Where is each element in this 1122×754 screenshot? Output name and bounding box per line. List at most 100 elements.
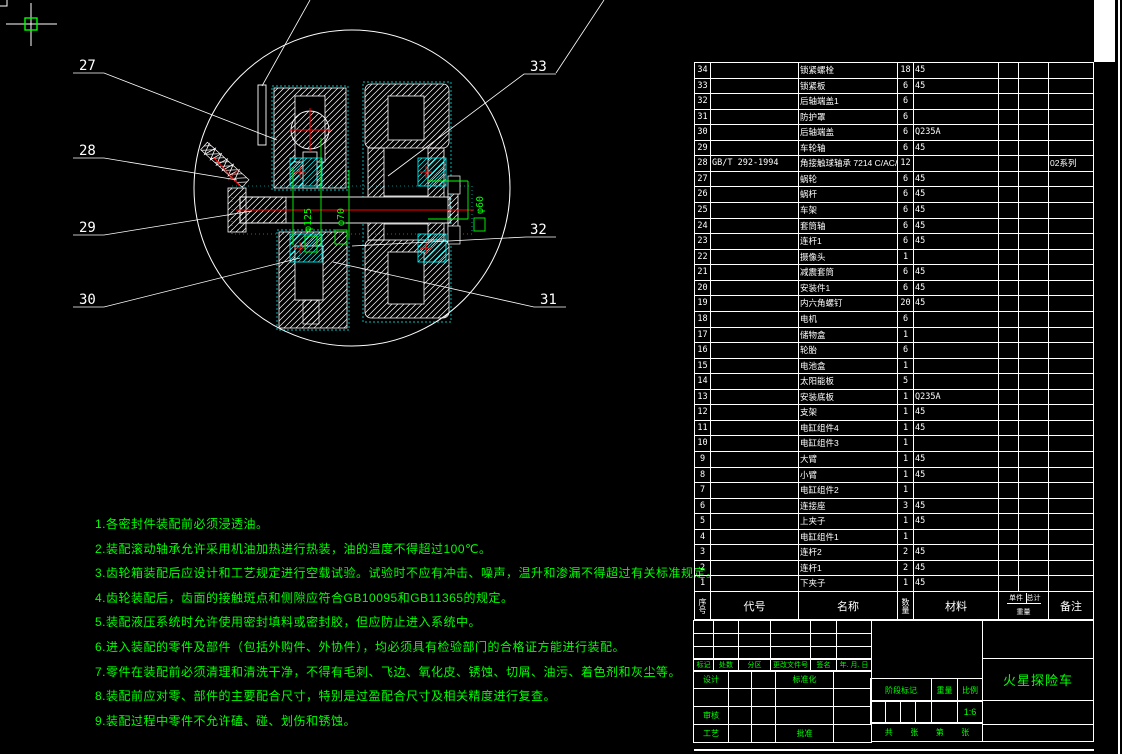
part-no: 29 [695, 140, 711, 157]
part-no: 12 [695, 405, 711, 421]
part-name: 后轴端盖1 [799, 94, 898, 110]
table-row: 28 GB/T 292-1994 角接触球轴承 7214 C/AC/B 12 0… [695, 156, 1094, 172]
part-total-weight [1019, 171, 1049, 188]
part-no: 33 [695, 78, 711, 95]
drawing-canvas[interactable]: φ125 φ70 φ60 27 28 29 30 33 32 31 [0, 0, 660, 520]
part-name: 安装件1 [799, 280, 898, 297]
part-code [711, 249, 799, 266]
part-no: 11 [695, 420, 711, 437]
note-line: 9.装配过程中零件不允许磕、碰、划伤和锈蚀。 [95, 713, 357, 728]
part-total-weight [1019, 249, 1049, 266]
part-total-weight [1019, 203, 1049, 219]
part-code [711, 420, 799, 437]
part-code [711, 171, 799, 188]
part-unit-weight [999, 467, 1019, 484]
part-total-weight [1019, 343, 1049, 359]
part-code [711, 405, 799, 421]
part-total-weight [1019, 78, 1049, 95]
part-material [914, 374, 999, 390]
part-name: 蜗杆 [799, 187, 898, 204]
table-row: 24 套筒轴 6 45 [695, 218, 1094, 235]
part-name: 摄像头 [799, 249, 898, 266]
part-no: 14 [695, 374, 711, 390]
part-remark [1049, 483, 1094, 499]
part-remark [1049, 576, 1094, 592]
part-qty: 2 [898, 560, 914, 577]
part-unit-weight [999, 436, 1019, 452]
detail-circle [193, 29, 511, 347]
part-code [711, 498, 799, 515]
label-scale: 比例 [957, 678, 983, 702]
part-qty: 6 [898, 171, 914, 188]
part-qty: 3 [898, 498, 914, 515]
part-qty: 6 [898, 94, 914, 110]
part-material: 45 [914, 405, 999, 421]
table-row: 26 蜗杆 6 45 [695, 187, 1094, 204]
part-qty: 1 [898, 389, 914, 406]
part-unit-weight [999, 125, 1019, 141]
dimension-lines [292, 138, 486, 253]
part-no: 20 [695, 280, 711, 297]
part-no: 22 [695, 249, 711, 266]
part-qty: 6 [898, 343, 914, 359]
part-code [711, 125, 799, 141]
note-line: 1.各密封件装配前必须浸透油。 [95, 517, 269, 531]
part-no: 2 [695, 560, 711, 577]
part-qty: 1 [898, 483, 914, 499]
part-qty: 1 [898, 576, 914, 592]
label-check: 审核 [693, 706, 729, 725]
part-unit-weight [999, 374, 1019, 390]
part-name: 防护罩 [799, 109, 898, 126]
company-box [982, 620, 1094, 659]
part-no: 24 [695, 218, 711, 235]
pickbox [24, 17, 38, 31]
table-row: 9 大臂 1 45 [695, 451, 1094, 468]
drawing-no-box [982, 700, 1094, 725]
part-unit-weight [999, 63, 1019, 79]
part-qty: 6 [898, 311, 914, 328]
table-row: 25 车架 6 45 [695, 203, 1094, 219]
leader-lines [73, 72, 566, 308]
part-remark [1049, 514, 1094, 530]
table-row: 20 安装件1 6 45 [695, 280, 1094, 297]
part-no: 30 [695, 125, 711, 141]
table-row: 8 小臂 1 45 [695, 467, 1094, 484]
part-unit-weight [999, 498, 1019, 515]
part-material: 45 [914, 451, 999, 468]
part-material: 45 [914, 280, 999, 297]
table-row: 4 电缸组件1 1 [695, 529, 1094, 546]
part-total-weight [1019, 63, 1049, 79]
part-total-weight [1019, 218, 1049, 235]
note-line: 2.装配滚动轴承允许采用机油加热进行热装，油的温度不得超过100℃。 [95, 541, 492, 556]
part-remark [1049, 109, 1094, 126]
part-no: 34 [695, 63, 711, 79]
part-no: 8 [695, 467, 711, 484]
label-standardize: 标准化 [775, 670, 834, 689]
table-row: 23 连杆1 6 45 [695, 234, 1094, 250]
assembly-section: φ125 φ70 φ60 [200, 81, 486, 331]
note-line: 6.进入装配的零件及部件（包括外购件、外协件），均必须具有检验部门的合格证方能进… [95, 639, 626, 654]
part-total-weight [1019, 311, 1049, 328]
part-qty: 6 [898, 218, 914, 235]
part-remark [1049, 498, 1094, 515]
part-code [711, 296, 799, 312]
part-remark [1049, 358, 1094, 375]
part-material: 45 [914, 171, 999, 188]
part-qty: 5 [898, 374, 914, 390]
part-remark [1049, 374, 1094, 390]
part-unit-weight [999, 78, 1019, 95]
table-row: 30 后轴端盖 6 Q235A [695, 125, 1094, 141]
part-code [711, 109, 799, 126]
part-material: 45 [914, 514, 999, 530]
part-name: 内六角螺钉 [799, 296, 898, 312]
part-remark [1049, 420, 1094, 437]
part-no: 9 [695, 451, 711, 468]
part-unit-weight [999, 451, 1019, 468]
part-unit-weight [999, 109, 1019, 126]
part-code [711, 78, 799, 95]
part-unit-weight [999, 203, 1019, 219]
sheet-right-border [1118, 0, 1120, 754]
part-name: 电缸组件2 [799, 483, 898, 499]
part-qty: 6 [898, 280, 914, 297]
stage-value-row: 1:6 [870, 700, 983, 724]
